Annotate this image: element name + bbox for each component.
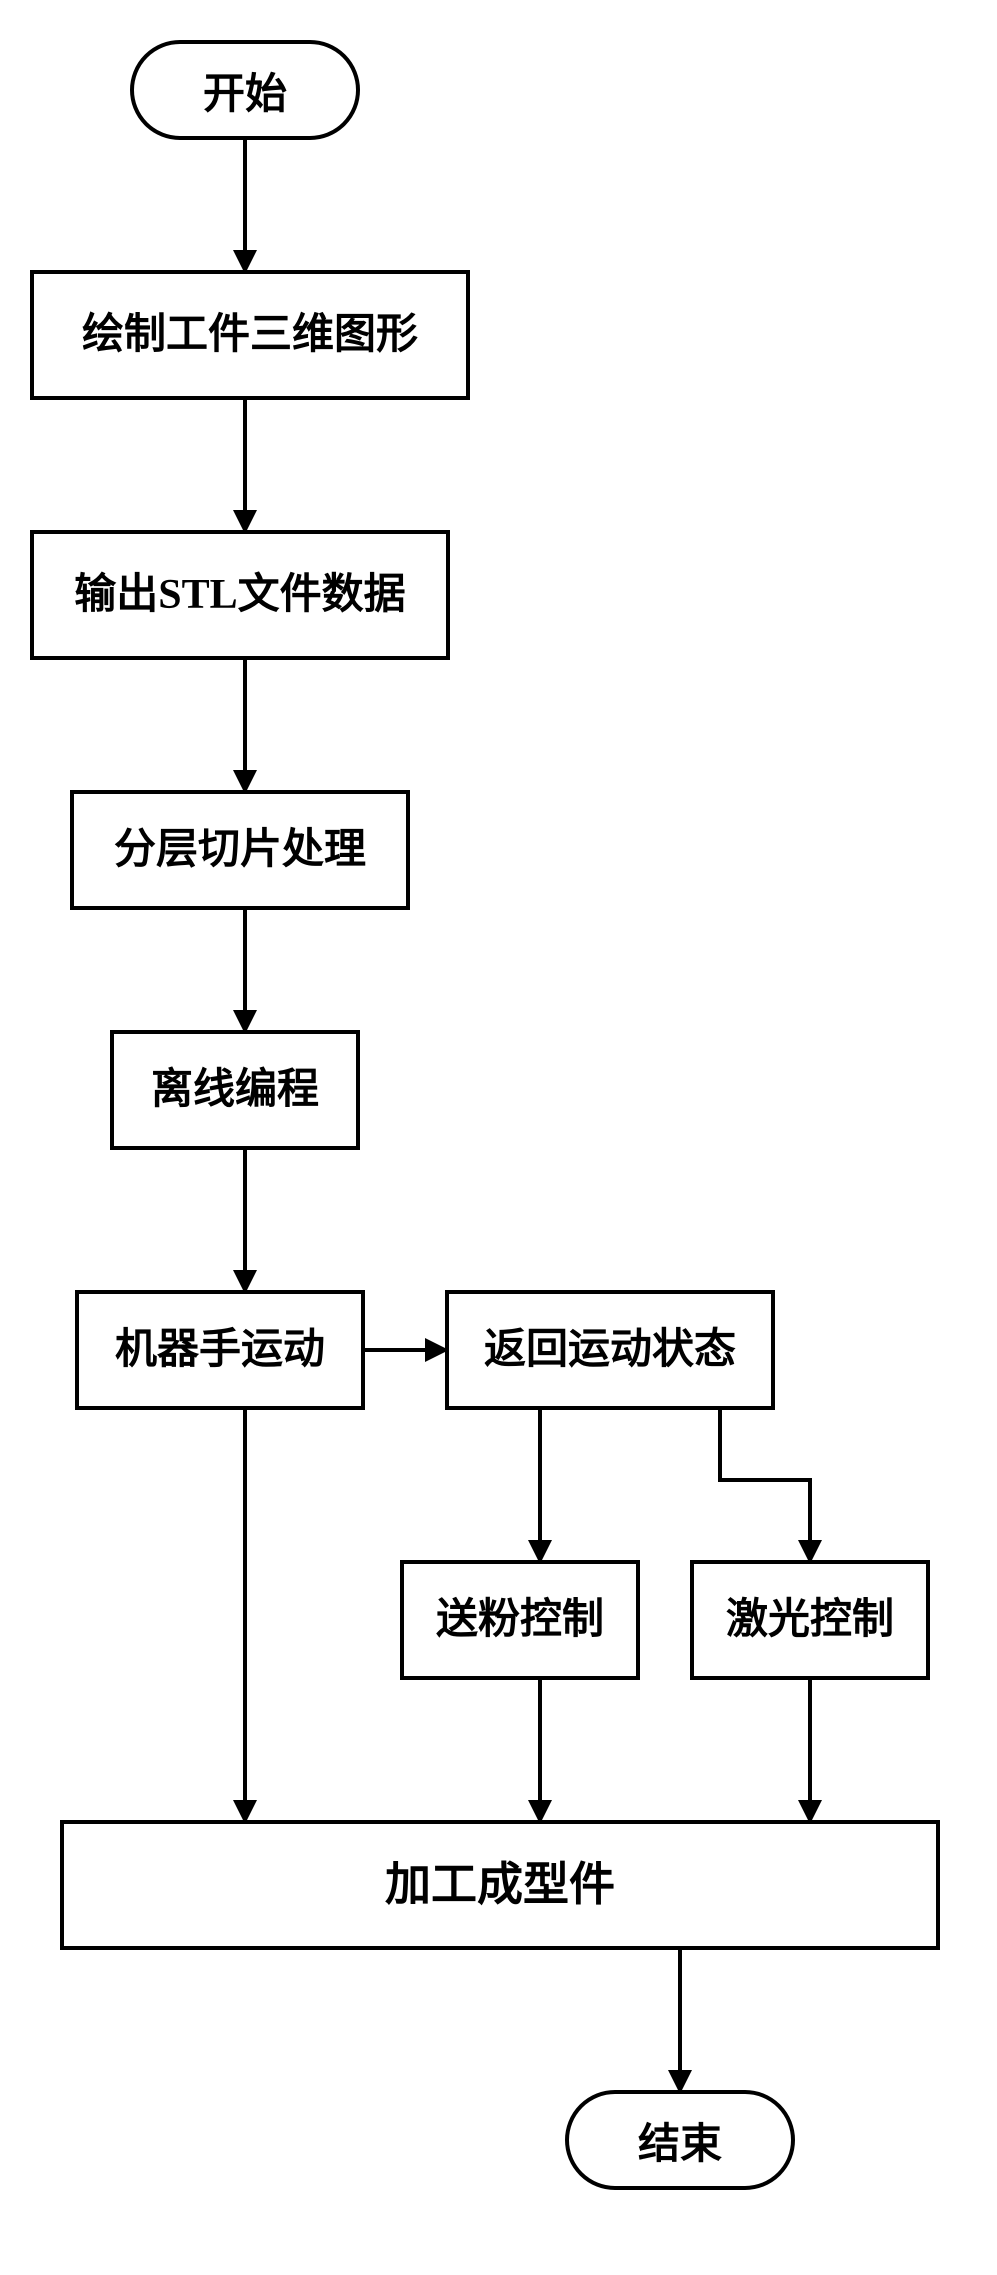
node-label-start: 开始 (203, 60, 287, 121)
node-slice: 分层切片处理 (70, 790, 410, 910)
node-label-end: 结束 (638, 2110, 722, 2171)
node-label-process: 加工成型件 (385, 1857, 615, 1912)
node-label-slice: 分层切片处理 (114, 825, 366, 875)
node-label-laser: 激光控制 (726, 1595, 894, 1645)
node-label-stl: 输出STL文件数据 (74, 570, 405, 620)
node-laser: 激光控制 (690, 1560, 930, 1680)
node-offline: 离线编程 (110, 1030, 360, 1150)
node-powder: 送粉控制 (400, 1560, 640, 1680)
node-label-return: 返回运动状态 (484, 1325, 736, 1375)
node-return: 返回运动状态 (445, 1290, 775, 1410)
node-draw3d: 绘制工件三维图形 (30, 270, 470, 400)
node-end: 结束 (565, 2090, 795, 2190)
node-label-robot: 机器手运动 (115, 1325, 325, 1375)
node-label-powder: 送粉控制 (436, 1595, 604, 1645)
node-label-draw3d: 绘制工件三维图形 (82, 310, 418, 360)
node-robot: 机器手运动 (75, 1290, 365, 1410)
edge-return-laser (720, 1410, 810, 1560)
node-process: 加工成型件 (60, 1820, 940, 1950)
node-label-offline: 离线编程 (151, 1065, 319, 1115)
node-stl: 输出STL文件数据 (30, 530, 450, 660)
flowchart-canvas: 开始绘制工件三维图形输出STL文件数据分层切片处理离线编程机器手运动 返回运动状态… (0, 0, 997, 2275)
node-start: 开始 (130, 40, 360, 140)
